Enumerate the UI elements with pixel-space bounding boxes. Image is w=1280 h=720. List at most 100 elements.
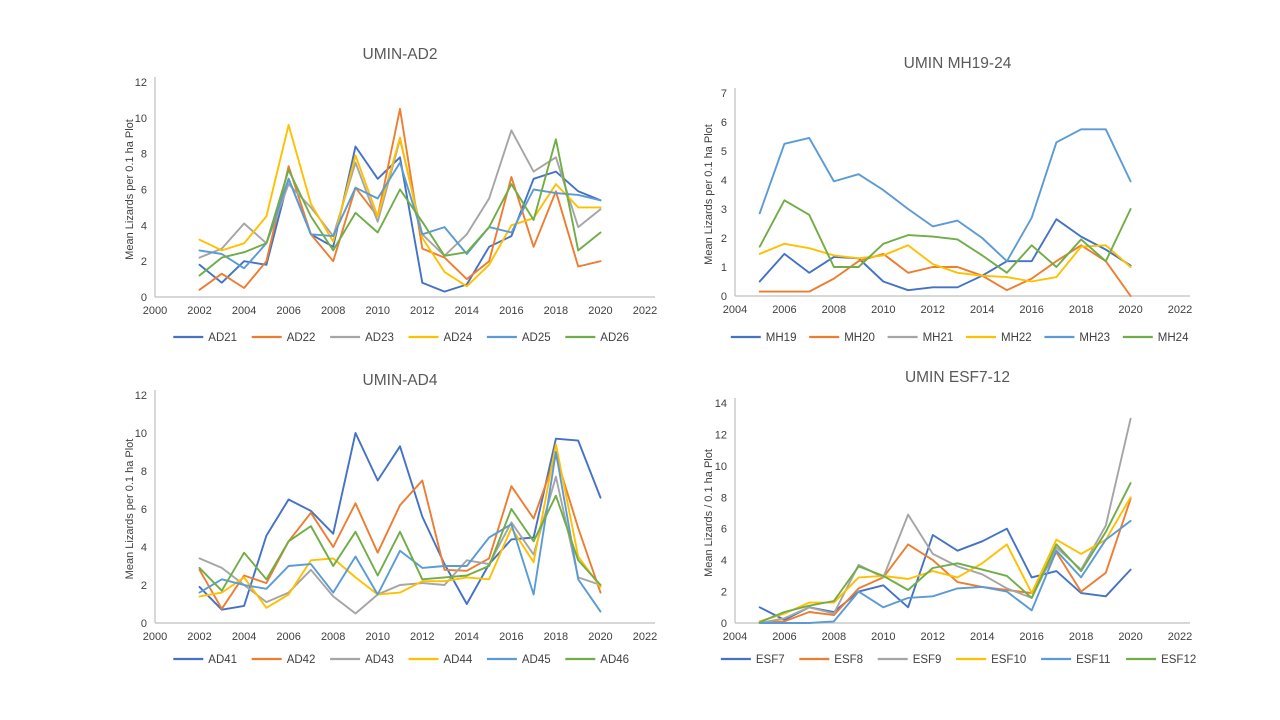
series-esf12-line: [758, 482, 1132, 624]
chart-title: UMIN-AD4: [363, 372, 438, 389]
y-tick-label: 7: [721, 88, 727, 100]
x-tick-label: 2002: [187, 305, 211, 317]
legend-item-mh21: MH21: [887, 332, 954, 344]
legend-label: MH20: [844, 332, 875, 344]
y-tick-label: 4: [141, 220, 147, 232]
chart-umin-mh19-24: UMIN MH19-24 Mean Lizards per 0.1 ha Plot…: [703, 55, 1192, 344]
x-tick-label: 2016: [1019, 631, 1043, 643]
x-tick-label: 2010: [365, 631, 389, 643]
legend-label: MH23: [1079, 332, 1110, 344]
chart-title: UMIN MH19-24: [904, 55, 1012, 72]
x-tick-label: 2008: [822, 631, 846, 643]
series-ad45-line: [198, 451, 602, 613]
legend-label: AD46: [600, 654, 629, 666]
legend-item-ad21: AD21: [173, 332, 237, 344]
x-tick-label: 2010: [871, 304, 895, 316]
x-tick-label: 2006: [772, 631, 796, 643]
x-tick-label: 2022: [1168, 304, 1192, 316]
y-tick-label: 0: [721, 618, 727, 630]
legend-label: ESF9: [913, 654, 942, 666]
x-tick-label: 2014: [970, 631, 994, 643]
y-tick-label: 2: [141, 580, 147, 592]
y-axis-label: Mean Lizards per 0.1 ha Plot: [124, 119, 136, 260]
y-tick-label: 0: [141, 618, 147, 630]
y-tick-label: 6: [141, 504, 147, 516]
y-tick-label: 10: [715, 461, 727, 473]
legend-label: MH22: [1001, 332, 1032, 344]
series-ad46-line: [198, 494, 602, 592]
x-tick-label: 2018: [544, 305, 568, 317]
x-tick-label: 2020: [1118, 304, 1142, 316]
x-tick-label: 2000: [143, 631, 167, 643]
y-tick-label: 2: [721, 233, 727, 245]
series-ad26-line: [198, 138, 602, 277]
y-tick-label: 4: [721, 555, 727, 567]
legend-item-ad23: AD23: [330, 332, 394, 344]
x-tick-label: 2022: [633, 631, 657, 643]
y-tick-label: 6: [721, 524, 727, 536]
chart-umin-ad4: UMIN-AD4 Mean Lizards per 0.1 ha Plot 0 2 4 6…: [124, 372, 657, 666]
legend-label: AD22: [287, 332, 316, 344]
y-axis-label: Mean Lizards per 0.1 ha Plot: [703, 124, 715, 265]
legend-item-mh19: MH19: [730, 332, 797, 344]
x-tick-label: 2016: [499, 631, 523, 643]
legend-label: AD41: [208, 654, 237, 666]
legend-item-mh22: MH22: [966, 332, 1032, 344]
x-tick-label: 2022: [633, 305, 657, 317]
series-ad43-line: [198, 475, 602, 615]
x-tick-label: 2006: [772, 304, 796, 316]
series-ad22-line: [198, 107, 602, 291]
legend-label: ESF11: [1076, 654, 1110, 666]
x-tick-label: 2002: [187, 631, 211, 643]
series-mh19-line: [758, 218, 1132, 292]
x-tick-label: 2004: [723, 631, 747, 643]
x-tick-label: 2018: [1069, 631, 1093, 643]
legend-label: AD24: [444, 332, 473, 344]
legend-label: AD43: [365, 654, 394, 666]
legend-label: AD23: [365, 332, 394, 344]
x-tick-label: 2020: [1118, 631, 1142, 643]
x-tick-label: 2012: [410, 305, 434, 317]
x-tick-label: 2020: [588, 631, 612, 643]
legend-label: MH19: [766, 332, 797, 344]
legend-label: AD25: [522, 332, 551, 344]
x-tick-label: 2016: [1019, 304, 1043, 316]
y-tick-label: 0: [721, 291, 727, 303]
y-tick-label: 4: [141, 542, 147, 554]
x-tick-label: 2008: [321, 305, 345, 317]
y-axis-label: Mean Lizards per 0.1 ha Plot: [124, 439, 136, 580]
series-esf8-line: [758, 497, 1132, 624]
legend-label: AD44: [444, 654, 473, 666]
x-tick-label: 2014: [970, 304, 994, 316]
x-tick-label: 2022: [1168, 631, 1192, 643]
legend-item-esf12: ESF12: [1126, 654, 1196, 666]
x-tick-label: 2012: [410, 631, 434, 643]
y-tick-label: 6: [721, 117, 727, 129]
y-tick-label: 1: [721, 262, 727, 274]
legend-item-ad22: AD22: [251, 332, 316, 344]
x-tick-label: 2014: [455, 305, 479, 317]
y-tick-label: 8: [141, 466, 147, 478]
legend-label: MH21: [923, 332, 954, 344]
legend-label: AD42: [287, 654, 316, 666]
x-tick-label: 2020: [588, 305, 612, 317]
y-tick-label: 12: [135, 77, 147, 89]
legend-item-ad45: AD45: [486, 654, 551, 666]
series-ad41-line: [198, 432, 602, 611]
y-tick-label: 4: [721, 175, 727, 187]
chart-umin-ad2: UMIN-AD2 Mean Lizards per 0.1 ha Plot 0 2 4 6…: [124, 46, 657, 344]
x-tick-label: 2004: [232, 631, 256, 643]
y-tick-label: 8: [141, 149, 147, 161]
legend-label: ESF8: [834, 654, 863, 666]
y-tick-label: 10: [135, 113, 147, 125]
legend-label: MH24: [1158, 332, 1189, 344]
y-axis-label: Mean Lizards / 0.1 ha Plot: [703, 449, 715, 577]
series-mh24-line: [758, 199, 1132, 274]
x-tick-label: 2010: [365, 305, 389, 317]
legend-item-mh20: MH20: [809, 332, 875, 344]
series-ad25-line: [198, 161, 602, 270]
y-tick-label: 5: [721, 146, 727, 158]
legend-item-ad44: AD44: [408, 654, 473, 666]
